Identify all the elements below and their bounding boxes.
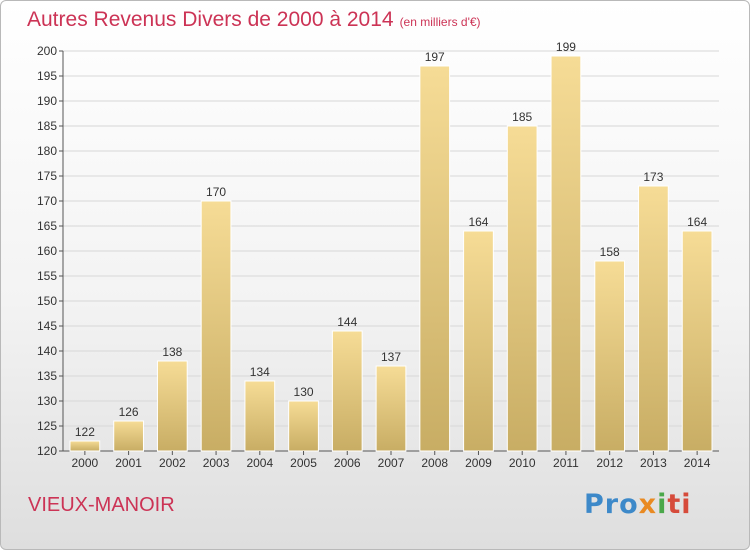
bar-value-label: 122	[75, 425, 95, 439]
bar-value-label: 197	[425, 50, 445, 64]
bar	[156, 360, 188, 452]
y-tick-label: 175	[37, 169, 57, 183]
bar	[463, 230, 494, 452]
bar-value-label: 185	[512, 110, 532, 124]
bar	[681, 230, 713, 452]
y-tick-label: 165	[37, 219, 57, 233]
x-tick-label: 2014	[684, 456, 711, 470]
y-tick-label: 190	[37, 94, 57, 108]
y-tick-label: 185	[37, 119, 57, 133]
y-tick-label: 140	[37, 344, 57, 358]
x-tick-label: 2009	[465, 456, 492, 470]
y-tick-label: 145	[37, 319, 57, 333]
bar	[200, 200, 232, 452]
bar	[638, 185, 669, 452]
y-tick-label: 180	[37, 144, 57, 158]
bar	[375, 365, 407, 452]
x-tick-label: 2008	[421, 456, 448, 470]
x-tick-label: 2003	[203, 456, 230, 470]
y-tick-label: 125	[37, 419, 57, 433]
y-tick-label: 150	[37, 294, 57, 308]
bar-value-label: 126	[119, 405, 139, 419]
bar-value-label: 144	[337, 315, 357, 329]
y-tick-label: 195	[37, 69, 57, 83]
bar	[594, 260, 626, 452]
bar	[506, 125, 538, 452]
x-tick-label: 2004	[246, 456, 273, 470]
y-tick-label: 130	[37, 394, 57, 408]
x-tick-label: 2010	[509, 456, 536, 470]
y-tick-label: 170	[37, 194, 57, 208]
bar	[419, 65, 451, 452]
y-tick-label: 160	[37, 244, 57, 258]
x-tick-label: 2006	[334, 456, 361, 470]
x-tick-label: 2005	[290, 456, 317, 470]
chart-title: Autres Revenus Divers de 2000 à 2014 (en …	[27, 8, 481, 32]
x-tick-label: 2001	[115, 456, 142, 470]
commune-name: VIEUX-MANOIR	[28, 494, 175, 516]
bar	[331, 330, 363, 452]
x-tick-label: 2011	[553, 456, 579, 470]
x-tick-label: 2002	[159, 456, 186, 470]
bar-value-label: 158	[600, 245, 620, 259]
bar-value-label: 138	[162, 345, 182, 359]
x-tick-label: 2000	[72, 456, 99, 470]
bar	[288, 400, 319, 452]
chart-title-text: Autres Revenus Divers de 2000 à 2014	[27, 8, 394, 31]
bar-value-label: 137	[381, 350, 401, 364]
y-tick-label: 120	[37, 444, 57, 458]
bar	[69, 440, 101, 452]
bar-value-label: 170	[206, 185, 226, 199]
bar-value-label: 130	[294, 385, 314, 399]
x-tick-label: 2007	[378, 456, 405, 470]
bar-value-label: 164	[468, 215, 488, 229]
chart-unit: (en milliers d'€)	[399, 15, 481, 29]
bar-value-label: 164	[687, 215, 707, 229]
x-tick-label: 2012	[596, 456, 623, 470]
y-tick-label: 135	[37, 369, 57, 383]
y-tick-label: 200	[37, 44, 57, 58]
bar-value-label: 134	[250, 365, 270, 379]
bar-value-label: 173	[643, 170, 663, 184]
proxiti-logo: Proxiti	[584, 489, 692, 520]
y-tick-label: 155	[37, 269, 57, 283]
x-tick-label: 2013	[640, 456, 667, 470]
bar	[550, 55, 582, 452]
bar-value-label: 199	[556, 40, 576, 54]
bar	[113, 420, 144, 452]
bar	[244, 380, 276, 452]
